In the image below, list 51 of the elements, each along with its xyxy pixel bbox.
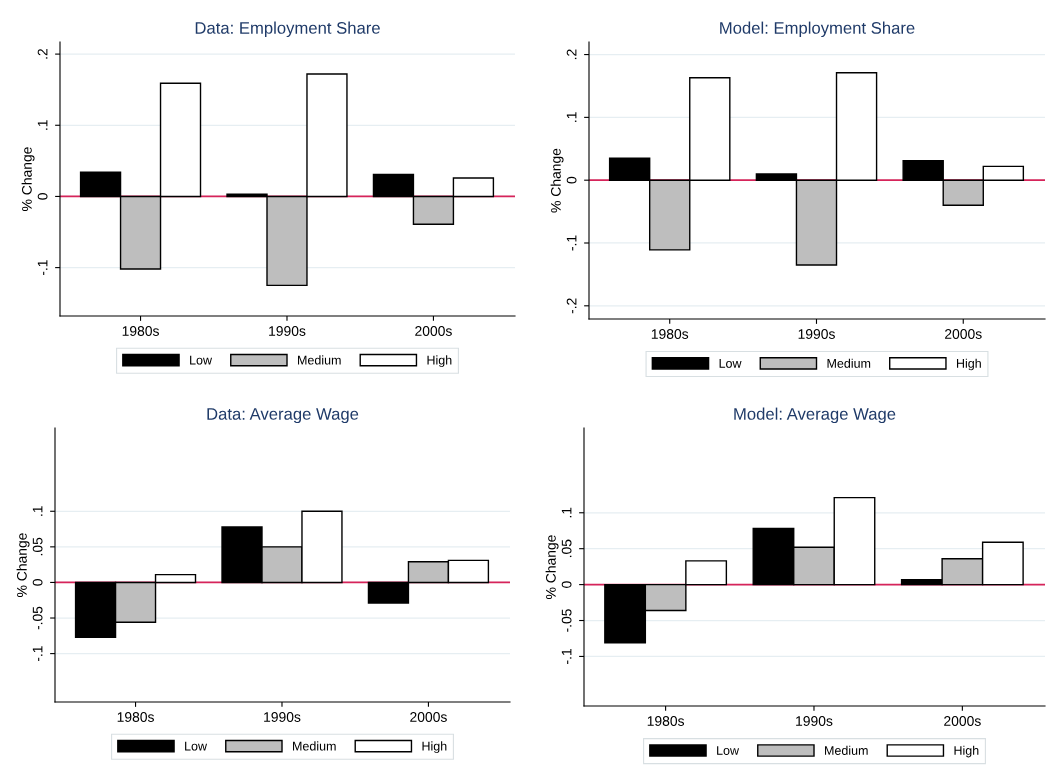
x-tick-label: 1980s	[647, 716, 685, 726]
legend-label: Low	[185, 741, 208, 751]
y-tick-label: 0	[37, 193, 48, 200]
legend-label: High	[954, 745, 979, 758]
y-tick-label: -.2	[566, 298, 577, 314]
legend-label: Low	[717, 746, 740, 755]
x-tick-label: 1990s	[796, 716, 833, 726]
y-tick-label: .1	[566, 112, 577, 122]
x-tick-label: 1980s	[651, 329, 689, 339]
y-tick-label: .1	[32, 506, 43, 516]
x-tick-label: 1990s	[264, 712, 301, 722]
y-tick-label: .2	[566, 49, 577, 60]
legend-label: Medium	[298, 355, 341, 365]
chart-title: Data: Average Wage	[207, 408, 359, 424]
y-axis-title: % Change	[16, 533, 30, 597]
y-tick-label: .1	[37, 120, 48, 130]
y-tick-label: 0	[566, 176, 577, 184]
y-tick-label: .2	[37, 49, 48, 59]
y-tick-label: -.05	[561, 609, 572, 632]
y-tick-label: 0	[32, 579, 43, 586]
y-tick-label: .05	[32, 537, 43, 556]
legend-label: Medium	[827, 358, 871, 368]
chart-title: Data: Employment Share	[195, 21, 380, 38]
y-tick-label: .1	[561, 507, 572, 518]
x-tick-label: 2000s	[945, 329, 982, 339]
y-tick-label: -.05	[32, 606, 43, 630]
chart-title: Model: Employment Share	[720, 21, 915, 38]
chart-title: Model: Average Wage	[734, 407, 896, 424]
legend-label: High	[427, 355, 452, 367]
x-tick-label: 2000s	[415, 326, 452, 336]
x-tick-label: 1990s	[798, 329, 835, 339]
y-tick-label: -.1	[566, 235, 577, 251]
x-tick-label: 1980s	[122, 326, 159, 336]
legend-label: Medium	[293, 741, 336, 751]
legend-label: High	[956, 358, 981, 371]
y-axis-title: % Change	[545, 535, 559, 599]
legend-label: High	[422, 741, 447, 753]
y-tick-label: -.1	[561, 649, 572, 664]
y-tick-label: -.1	[37, 260, 48, 276]
legend-label: Medium	[825, 745, 868, 755]
x-tick-label: 1990s	[269, 326, 306, 336]
x-tick-label: 2000s	[410, 712, 447, 722]
legend-label: Low	[190, 355, 213, 365]
y-tick-label: .05	[561, 539, 572, 558]
y-tick-label: 0	[561, 581, 572, 588]
y-tick-label: -.1	[32, 646, 43, 662]
y-axis-title: % Change	[550, 148, 564, 213]
y-axis-title: % Change	[21, 147, 35, 211]
legend-label: Low	[719, 359, 742, 368]
x-tick-label: 2000s	[944, 716, 981, 726]
x-tick-label: 1980s	[117, 712, 154, 722]
